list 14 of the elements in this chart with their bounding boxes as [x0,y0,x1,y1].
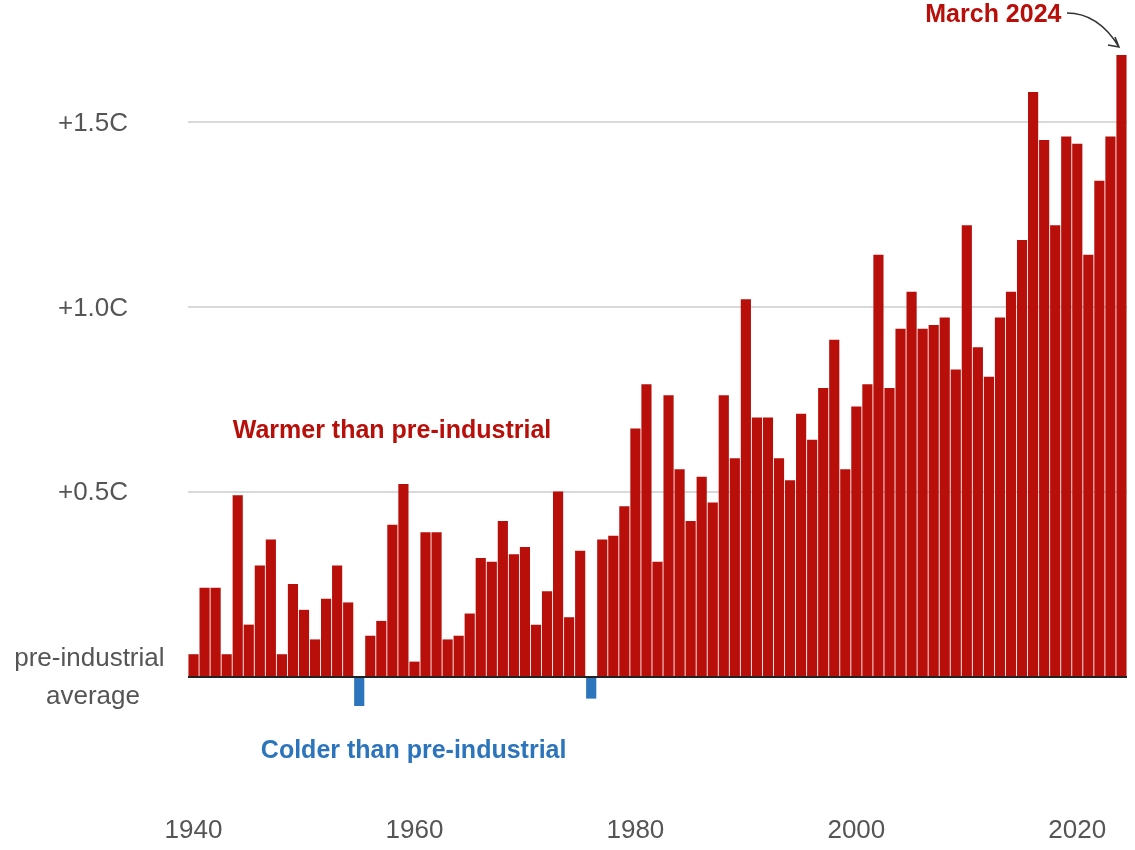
y-tick-label: +1.0C [57,291,129,322]
y-tick-label: +1.5C [57,106,129,137]
bar [586,676,597,699]
x-tick-label: 1980 [606,814,665,844]
y-tick-label: +0.5C [57,476,129,507]
x-tick-label: 2000 [827,814,886,844]
x-tick-label: 1940 [164,814,223,844]
text: Colder than pre-industrial [260,734,567,763]
y-tick-label: pre-industrial average [14,642,172,711]
x-tick-label: 2020 [1048,814,1107,844]
x-tick-label: 1960 [385,814,444,844]
text: March 2024 [925,0,1062,27]
bar [354,676,365,706]
annotation: Warmer than pre-industrial [232,415,552,444]
